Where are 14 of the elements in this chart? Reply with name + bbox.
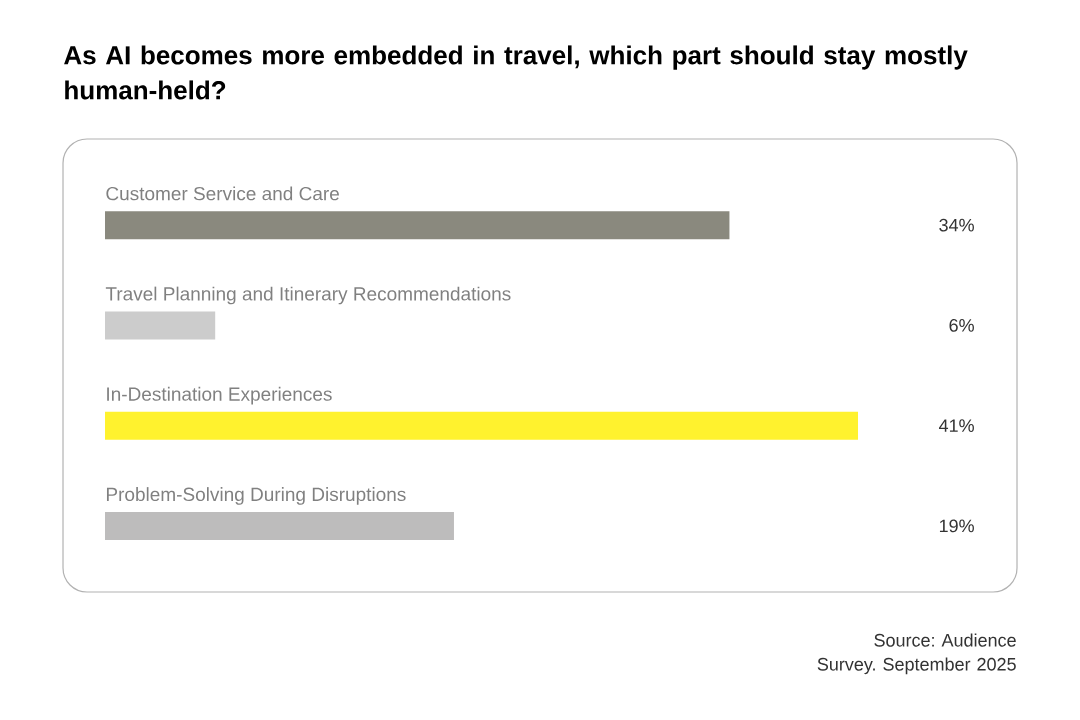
y-tick-label: Customer Service and Care: [106, 186, 339, 201]
bar: [105, 311, 216, 340]
y-tick-label: In-Destination Experiences: [107, 386, 332, 405]
data-label: 41%: [938, 419, 974, 432]
data-label: 19%: [939, 519, 974, 533]
data-label: 6%: [949, 319, 974, 332]
bar: [105, 211, 730, 240]
data-label: 34%: [939, 218, 974, 232]
bar: [105, 511, 454, 540]
y-tick-label: Problem-Solving During Disruptions: [106, 487, 406, 505]
y-tick-label: Travel Planning and Itinerary Recommendations: [105, 286, 511, 305]
source-note: Source: Audience Survey. September 2025: [817, 633, 1016, 675]
bar: [105, 411, 859, 440]
chart-title: As AI becomes more embedded in travel, which part should stay mostly human-held?: [64, 45, 968, 100]
